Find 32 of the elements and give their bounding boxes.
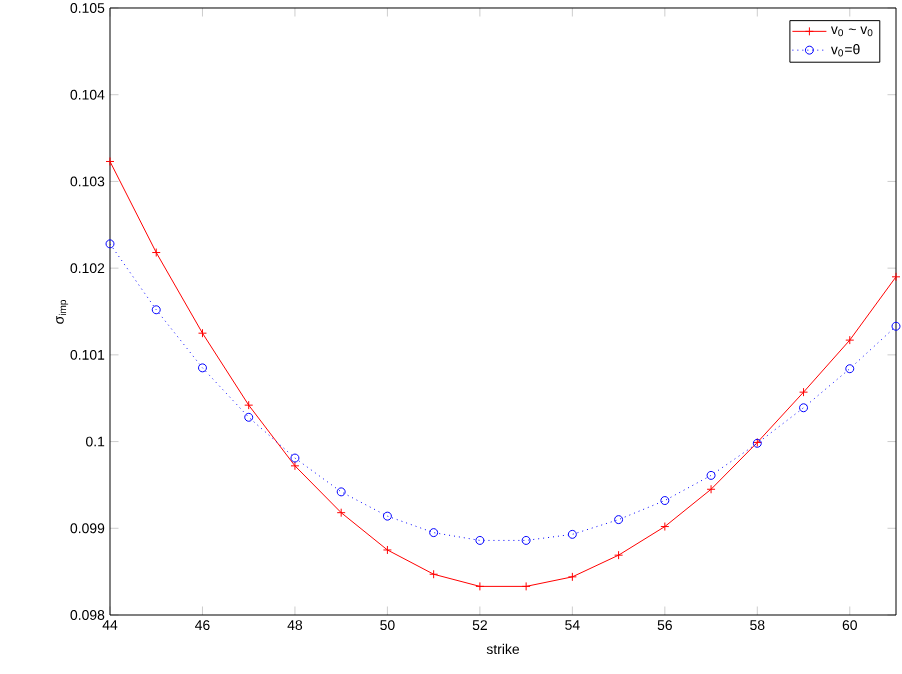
point — [244, 412, 254, 422]
point — [706, 484, 716, 494]
point — [521, 581, 531, 591]
point — [475, 535, 485, 545]
point — [429, 569, 439, 579]
point — [336, 508, 346, 518]
point — [567, 529, 577, 539]
point — [845, 364, 855, 374]
point — [336, 487, 346, 497]
point — [290, 453, 300, 463]
point — [382, 511, 392, 521]
point — [151, 305, 161, 315]
point — [475, 581, 485, 591]
point — [521, 535, 531, 545]
point — [614, 515, 624, 525]
point — [244, 400, 254, 410]
point — [151, 248, 161, 258]
point — [660, 496, 670, 506]
point — [660, 522, 670, 532]
point — [891, 321, 901, 331]
point — [105, 239, 115, 249]
point — [845, 335, 855, 345]
point — [382, 545, 392, 555]
point — [799, 403, 809, 413]
point — [614, 550, 624, 560]
point — [567, 572, 577, 582]
point — [429, 528, 439, 538]
point — [197, 328, 207, 338]
point — [290, 461, 300, 471]
point — [197, 363, 207, 373]
point — [799, 387, 809, 397]
point — [706, 470, 716, 480]
